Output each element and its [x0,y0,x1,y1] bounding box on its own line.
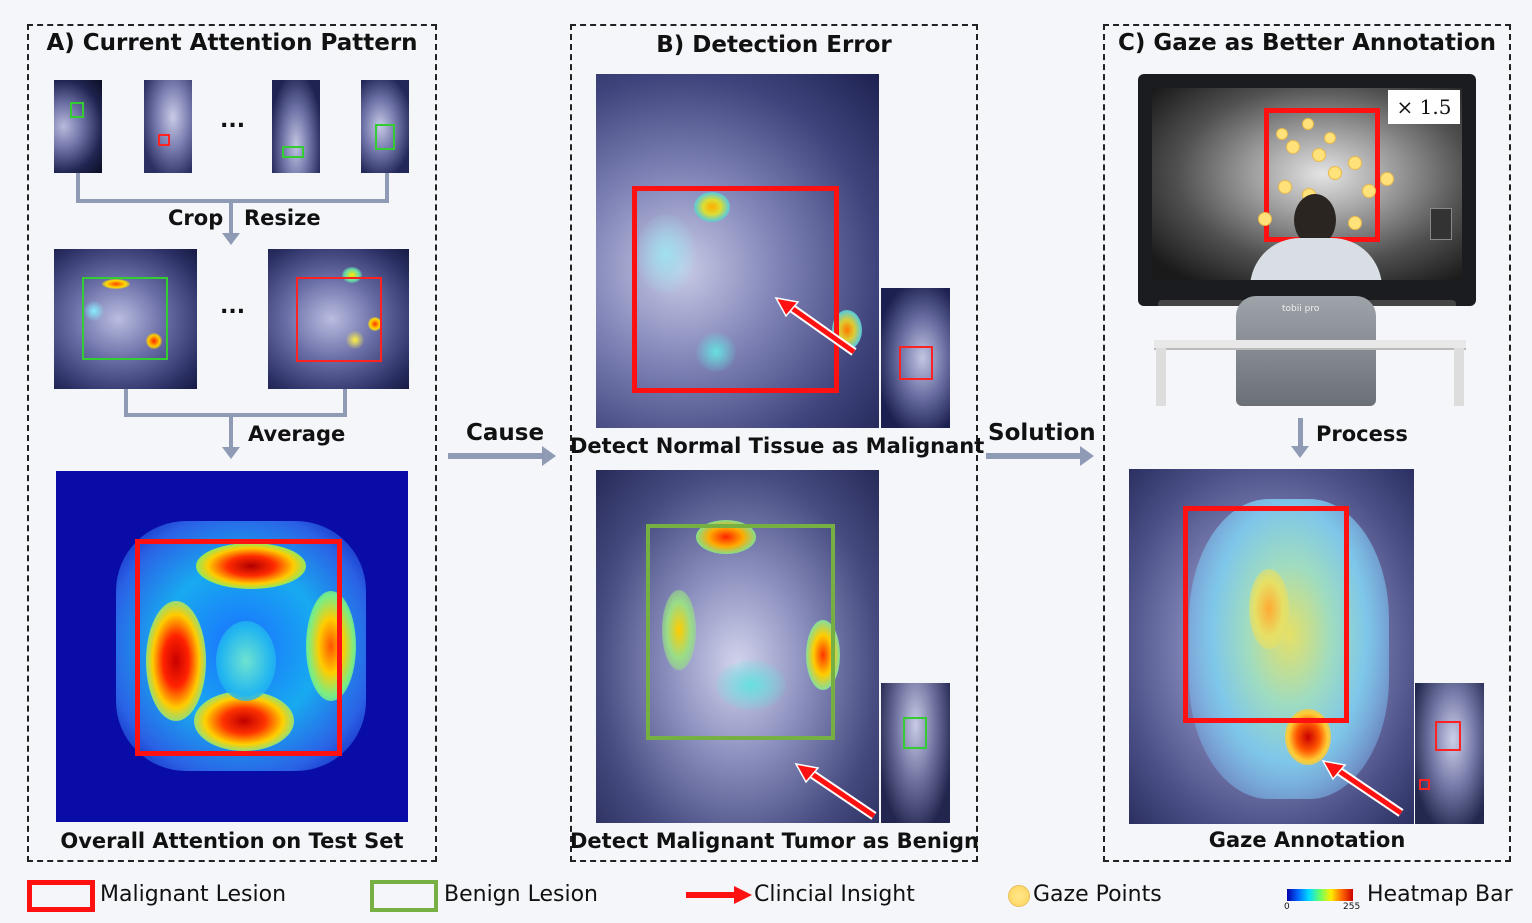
monitor-screen-mammogram: × 1.5 [1152,88,1462,280]
thumbnail-2 [144,80,192,173]
clinical-insight-arrow [1319,759,1409,819]
thumbnail-1 [54,80,102,173]
desk-leg [1156,348,1166,406]
gaze-point [1380,172,1394,186]
panel-c-title: C) Gaze as Better Annotation [1103,30,1511,56]
malignant-box [1183,506,1349,723]
ellipsis-middle: ... [220,294,245,319]
thumbnail-4 [361,80,409,173]
panel-c-caption: Gaze Annotation [1103,828,1511,852]
malignant-box [135,539,342,756]
legend-malignant-label: Malignant Lesion [100,882,286,907]
legend-benign-label: Benign Lesion [444,882,598,907]
arrow-right-icon [542,446,556,466]
benign-box-thumb [70,102,84,118]
malignant-box-thumb [1419,779,1430,790]
benign-box-thumb [903,717,927,749]
gaze-heatmap-image [1129,469,1414,824]
zoom-badge: × 1.5 [1388,90,1460,124]
gaze-point [1348,156,1362,170]
panel-b-title: B) Detection Error [570,32,978,58]
gaze-point [1324,132,1336,144]
legend-gaze-point-icon [1008,885,1030,907]
desk-leg [1454,348,1464,406]
gaze-point [1362,184,1376,198]
benign-box-thumb [375,124,395,150]
malignant-box-thumb [158,134,170,146]
monitor-brand: tobii pro [1282,304,1319,314]
ellipsis-top: ... [220,108,245,133]
panel-b-caption-top: Detect Normal Tissue as Malignant [570,434,978,458]
context-thumbnail-top [881,288,950,428]
thumbnail-3 [272,80,320,173]
connector-line [229,199,233,235]
radiologist-body [1250,238,1382,280]
gaze-point [1348,216,1362,230]
panel-b-caption-bottom: Detect Malignant Tumor as Benign [570,829,978,853]
gaze-point [1312,148,1326,162]
arrow-down-icon [1291,446,1309,458]
legend-heatmap-label: Heatmap Bar [1367,882,1513,907]
arrow-down-icon [222,233,240,245]
overall-attention-heatmap [56,471,408,822]
context-thumbnail-bottom [881,683,950,823]
benign-box [82,277,168,360]
legend-insight-arrow-icon [686,884,752,906]
cause-label: Cause [466,420,544,446]
gaze-point [1328,166,1342,180]
gaze-point [1278,180,1292,194]
malignant-box [632,186,839,393]
malignant-box [296,277,382,362]
gaze-point [1258,212,1272,226]
eye-tracking-monitor: × 1.5 [1138,74,1476,306]
benign-box [646,524,835,740]
gaze-point [1276,128,1288,140]
cropped-image-2 [268,249,409,389]
clinical-insight-arrow [792,762,879,822]
cause-arrow [448,453,544,459]
legend-heatmap-bar [1287,889,1353,901]
benign-box-thumb [282,146,304,158]
gaze-point [1286,140,1300,154]
connector-line [124,413,347,417]
desk [1154,340,1466,350]
resize-label: Resize [244,206,321,230]
connector-line [229,413,233,449]
average-label: Average [248,422,345,446]
malignant-box-thumb [899,346,933,380]
control-panel-icon [1430,208,1452,240]
malignant-box-thumb [1435,721,1461,751]
solution-label: Solution [988,420,1096,446]
process-label: Process [1316,422,1408,446]
legend-heatmap-min: 0 [1284,902,1290,912]
process-arrow [1298,418,1303,448]
legend-heatmap-max: 255 [1343,902,1360,912]
gaze-point [1302,118,1314,130]
solution-arrow [986,453,1082,459]
legend-benign-swatch [370,880,438,912]
normal-tissue-image [596,74,879,428]
crop-label: Crop [168,206,223,230]
legend-gaze-label: Gaze Points [1033,882,1162,907]
panel-a-caption: Overall Attention on Test Set [27,829,437,853]
legend-malignant-swatch [27,880,95,912]
malignant-tumor-image [596,470,879,823]
panel-a-title: A) Current Attention Pattern [27,30,437,56]
arrow-down-icon [222,447,240,459]
clinical-insight-arrow [772,294,862,359]
context-thumbnail-gaze [1415,683,1484,824]
cropped-image-1 [54,249,197,389]
arrow-right-icon [1080,446,1094,466]
legend-insight-label: Clincial Insight [754,882,915,907]
